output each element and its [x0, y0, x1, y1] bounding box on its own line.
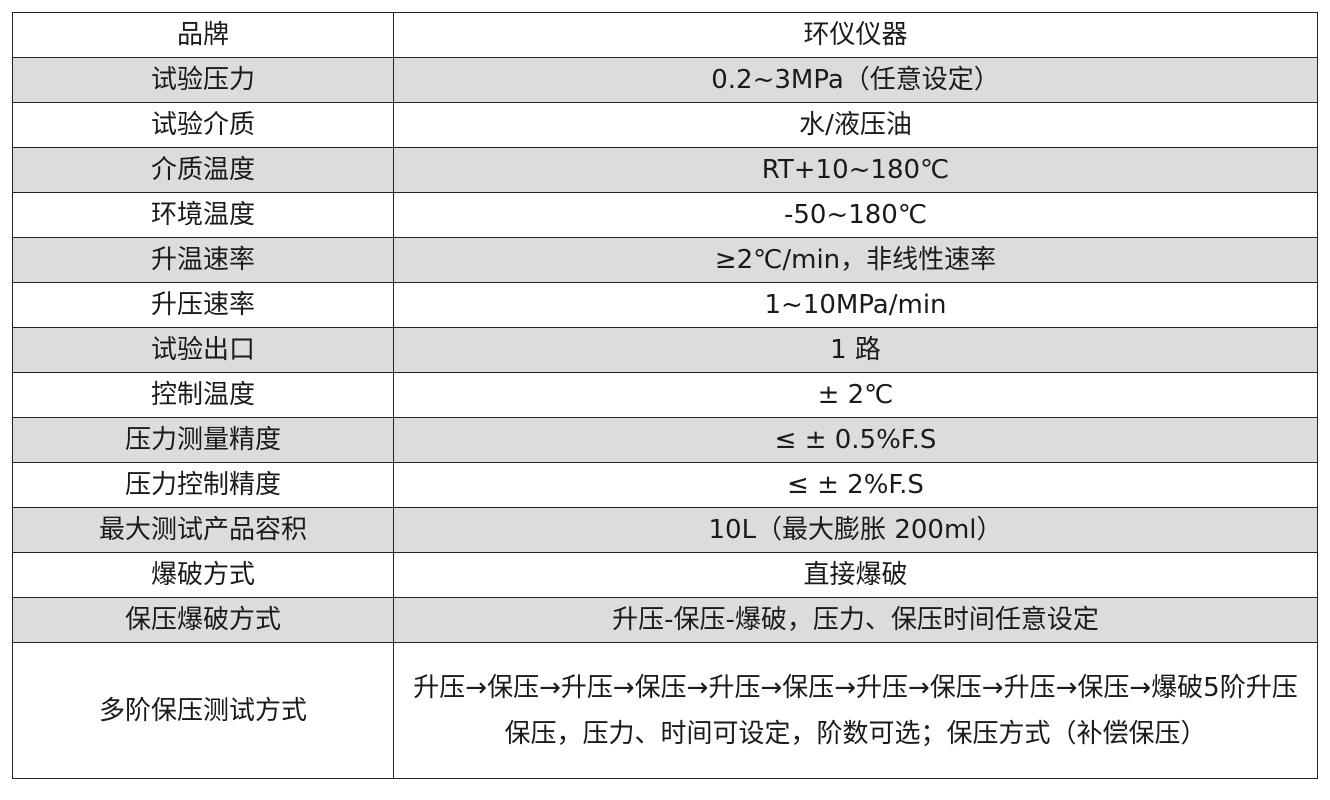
- table-row: 试验介质 水/液压油: [12, 102, 1318, 148]
- table-row: 压力控制精度 ≤ ± 2%F.S: [12, 462, 1318, 508]
- spec-value-cell: -50~180℃: [393, 192, 1318, 238]
- table-row: 试验压力 0.2~3MPa（任意设定）: [12, 57, 1318, 103]
- spec-value-cell: 1 路: [393, 327, 1318, 373]
- spec-name-cell: 试验压力: [12, 57, 394, 103]
- spec-name-cell: 最大测试产品容积: [12, 507, 394, 553]
- table-row: 最大测试产品容积 10L（最大膨胀 200ml）: [12, 507, 1318, 553]
- table-row: 爆破方式 直接爆破: [12, 552, 1318, 598]
- table-row: 控制温度 ± 2℃: [12, 372, 1318, 418]
- spec-name-cell: 升压速率: [12, 282, 394, 328]
- spec-value-cell: 升压→保压→升压→保压→升压→保压→升压→保压→升压→保压→爆破5阶升压保压，压…: [393, 642, 1318, 779]
- table-row: 介质温度 RT+10~180℃: [12, 147, 1318, 193]
- spec-value-cell: ≥2℃/min，非线性速率: [393, 237, 1318, 283]
- spec-name-cell: 介质温度: [12, 147, 394, 193]
- spec-name-cell: 爆破方式: [12, 552, 394, 598]
- spec-name-cell: 控制温度: [12, 372, 394, 418]
- spec-value-cell: 直接爆破: [393, 552, 1318, 598]
- spec-value-cell: RT+10~180℃: [393, 147, 1318, 193]
- spec-name-cell: 保压爆破方式: [12, 597, 394, 643]
- spec-name-cell: 试验出口: [12, 327, 394, 373]
- spec-name-cell: 环境温度: [12, 192, 394, 238]
- spec-value-cell: 升压-保压-爆破，压力、保压时间任意设定: [393, 597, 1318, 643]
- table-row: 压力测量精度 ≤ ± 0.5%F.S: [12, 417, 1318, 463]
- spec-value-cell: ≤ ± 0.5%F.S: [393, 417, 1318, 463]
- table-row: 品牌 环仪仪器: [12, 12, 1318, 58]
- spec-name-cell: 升温速率: [12, 237, 394, 283]
- table-row: 环境温度 -50~180℃: [12, 192, 1318, 238]
- table-row: 试验出口 1 路: [12, 327, 1318, 373]
- spec-value-cell: 1~10MPa/min: [393, 282, 1318, 328]
- spec-value-cell: 10L（最大膨胀 200ml）: [393, 507, 1318, 553]
- table-row: 升温速率 ≥2℃/min，非线性速率: [12, 237, 1318, 283]
- spec-name-cell: 品牌: [12, 12, 394, 58]
- spec-name-cell: 压力测量精度: [12, 417, 394, 463]
- spec-value-cell: 水/液压油: [393, 102, 1318, 148]
- spec-value-cell: ± 2℃: [393, 372, 1318, 418]
- table-row: 升压速率 1~10MPa/min: [12, 282, 1318, 328]
- spec-name-cell: 压力控制精度: [12, 462, 394, 508]
- spec-table: 品牌 环仪仪器 试验压力 0.2~3MPa（任意设定） 试验介质 水/液压油 介质温度 RT+…: [12, 12, 1318, 779]
- spec-value-cell: 0.2~3MPa（任意设定）: [393, 57, 1318, 103]
- table-row: 多阶保压测试方式 升压→保压→升压→保压→升压→保压→升压→保压→升压→保压→爆破…: [12, 642, 1318, 779]
- table-row: 保压爆破方式 升压-保压-爆破，压力、保压时间任意设定: [12, 597, 1318, 643]
- spec-name-cell: 多阶保压测试方式: [12, 642, 394, 779]
- spec-name-cell: 试验介质: [12, 102, 394, 148]
- spec-value-cell: ≤ ± 2%F.S: [393, 462, 1318, 508]
- spec-value-cell: 环仪仪器: [393, 12, 1318, 58]
